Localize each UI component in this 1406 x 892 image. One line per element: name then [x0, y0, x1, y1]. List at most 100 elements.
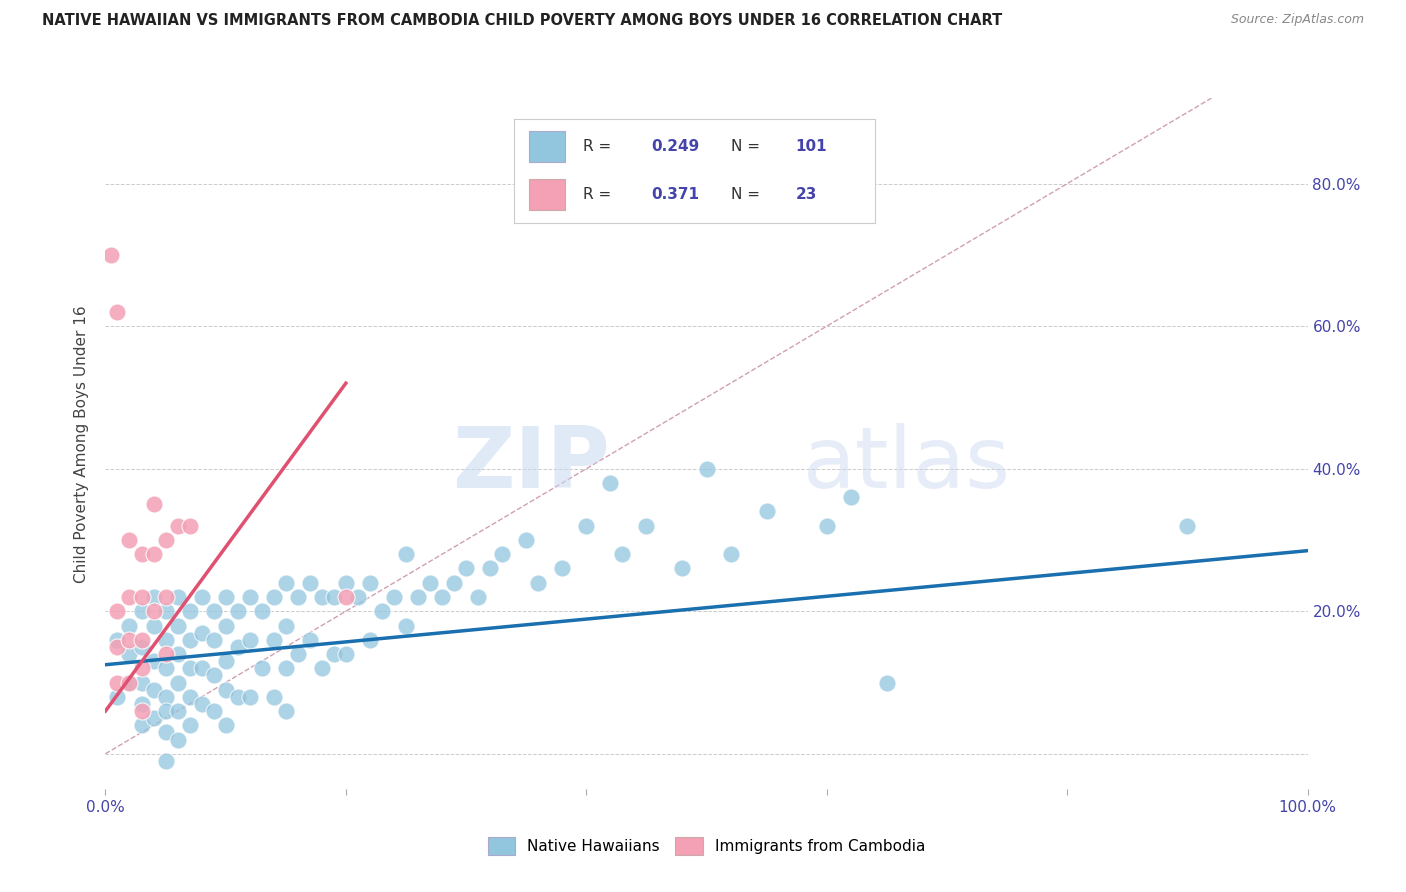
Point — [371, 604, 394, 618]
Point — [131, 697, 153, 711]
FancyBboxPatch shape — [529, 179, 565, 211]
Point — [166, 704, 188, 718]
Point — [395, 547, 418, 561]
Point — [287, 647, 309, 661]
Point — [311, 590, 333, 604]
FancyBboxPatch shape — [529, 131, 565, 162]
Point — [263, 590, 285, 604]
Point — [107, 305, 129, 319]
Point — [142, 547, 165, 561]
Point — [430, 590, 453, 604]
Point — [454, 561, 477, 575]
Point — [322, 590, 344, 604]
Text: atlas: atlas — [803, 423, 1011, 506]
Point — [155, 704, 177, 718]
Point — [190, 661, 212, 675]
Point — [118, 533, 141, 547]
Point — [599, 475, 621, 490]
Point — [250, 604, 273, 618]
Point — [118, 590, 141, 604]
Point — [347, 590, 370, 604]
Point — [155, 725, 177, 739]
Point — [298, 632, 321, 647]
Point — [190, 625, 212, 640]
Point — [214, 654, 236, 668]
Point — [322, 647, 344, 661]
Point — [179, 604, 201, 618]
Point — [131, 640, 153, 654]
Point — [118, 618, 141, 632]
Point — [166, 518, 188, 533]
Point — [359, 632, 381, 647]
Point — [202, 604, 225, 618]
Point — [131, 590, 153, 604]
Point — [311, 661, 333, 675]
Text: NATIVE HAWAIIAN VS IMMIGRANTS FROM CAMBODIA CHILD POVERTY AMONG BOYS UNDER 16 CO: NATIVE HAWAIIAN VS IMMIGRANTS FROM CAMBO… — [42, 13, 1002, 29]
Point — [107, 640, 129, 654]
Point — [274, 661, 297, 675]
Point — [202, 668, 225, 682]
Legend: Native Hawaiians, Immigrants from Cambodia: Native Hawaiians, Immigrants from Cambod… — [481, 830, 932, 862]
Point — [274, 704, 297, 718]
Point — [131, 632, 153, 647]
Point — [166, 647, 188, 661]
Point — [636, 518, 658, 533]
Text: R =: R = — [582, 139, 612, 154]
Point — [335, 575, 357, 590]
Point — [118, 647, 141, 661]
Point — [720, 547, 742, 561]
Point — [335, 590, 357, 604]
Point — [142, 682, 165, 697]
Point — [131, 704, 153, 718]
Point — [382, 590, 405, 604]
Point — [226, 640, 249, 654]
Point — [239, 590, 262, 604]
Point — [142, 618, 165, 632]
Point — [359, 575, 381, 590]
Point — [142, 590, 165, 604]
Point — [131, 718, 153, 732]
Point — [131, 675, 153, 690]
Point — [107, 632, 129, 647]
Text: 101: 101 — [796, 139, 827, 154]
Point — [479, 561, 502, 575]
Point — [155, 647, 177, 661]
Point — [755, 504, 778, 518]
Point — [696, 461, 718, 475]
Point — [179, 718, 201, 732]
Point — [671, 561, 693, 575]
Point — [214, 618, 236, 632]
Point — [166, 618, 188, 632]
Point — [419, 575, 441, 590]
Point — [155, 533, 177, 547]
Point — [190, 590, 212, 604]
Point — [155, 604, 177, 618]
Point — [202, 632, 225, 647]
Point — [142, 497, 165, 511]
Point — [815, 518, 838, 533]
Point — [179, 690, 201, 704]
Point — [131, 604, 153, 618]
Text: ZIP: ZIP — [453, 423, 610, 506]
Point — [131, 547, 153, 561]
Point — [179, 661, 201, 675]
Text: N =: N = — [731, 139, 759, 154]
Point — [214, 682, 236, 697]
Point — [118, 675, 141, 690]
Point — [131, 661, 153, 675]
Point — [515, 533, 537, 547]
Point — [155, 590, 177, 604]
Point — [118, 675, 141, 690]
Point — [406, 590, 429, 604]
Point — [142, 654, 165, 668]
Point — [1175, 518, 1198, 533]
Y-axis label: Child Poverty Among Boys Under 16: Child Poverty Among Boys Under 16 — [75, 305, 90, 582]
Point — [179, 632, 201, 647]
Point — [155, 632, 177, 647]
Point — [287, 590, 309, 604]
Text: R =: R = — [582, 187, 612, 202]
Point — [166, 675, 188, 690]
Point — [118, 632, 141, 647]
Point — [335, 647, 357, 661]
Point — [100, 248, 122, 262]
